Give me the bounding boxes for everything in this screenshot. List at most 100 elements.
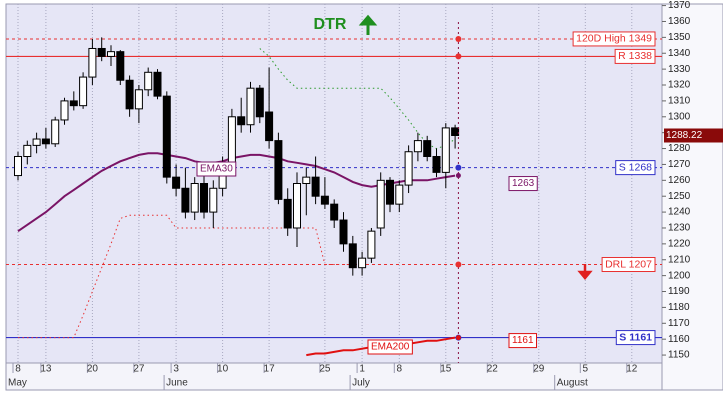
candle-body	[404, 151, 413, 186]
x-tick-label: 22	[487, 364, 499, 375]
candle-body	[125, 79, 134, 110]
x-tick-label: 5	[583, 364, 589, 375]
down-arrow	[577, 264, 593, 280]
x-tick-label: 29	[533, 364, 545, 375]
candle-body	[116, 51, 125, 81]
candle-body	[51, 119, 60, 145]
y-tick-label: 1200	[668, 270, 691, 281]
candle-body	[60, 100, 69, 121]
level-dot	[455, 53, 462, 60]
ema-value-box	[508, 333, 538, 349]
level-label-box	[572, 31, 656, 47]
candle-body	[348, 243, 357, 269]
date-axis	[5, 362, 663, 391]
month-label: July	[352, 378, 370, 389]
level-label: S 1268	[619, 161, 652, 173]
month-label: August	[557, 378, 588, 389]
x-tick-label: 8	[15, 364, 21, 375]
ema-value-label: 1263	[512, 178, 535, 189]
x-tick-label: 17	[264, 364, 276, 375]
candle-body	[423, 140, 432, 157]
y-tick-label: 1190	[668, 286, 690, 297]
candle-body	[190, 183, 199, 213]
y-tick-label: 1370	[668, 0, 691, 11]
x-tick-label: 1	[359, 364, 365, 375]
candle-body	[358, 257, 367, 269]
y-tick-label: 1300	[668, 111, 691, 122]
candle-body	[283, 198, 292, 229]
x-tick-label: 13	[40, 364, 52, 375]
ema-value-box	[508, 176, 538, 192]
y-tick-label: 1250	[668, 191, 691, 202]
y-tick-label: 1330	[668, 64, 691, 75]
y-tick-label: 1180	[668, 302, 690, 313]
y-tick-label: 1320	[668, 80, 691, 91]
candle-body	[181, 187, 190, 213]
candle-body	[107, 51, 115, 57]
candle-body	[172, 176, 181, 189]
candle-body	[255, 87, 264, 118]
ema-name-box	[196, 161, 237, 177]
level-label-box	[614, 48, 656, 64]
y-tick-label: 1280	[668, 143, 691, 154]
level-label: 120D High 1349	[576, 33, 652, 45]
y-tick-label: 1160	[668, 334, 690, 345]
y-tick-label: 1260	[668, 175, 691, 186]
level-label-box	[615, 160, 656, 176]
y-tick-label: 1230	[668, 223, 691, 234]
candle-body	[451, 127, 460, 136]
level-dot	[455, 261, 462, 268]
ema-name-label: EMA200	[371, 342, 410, 353]
price-tag-label: 1288.22	[666, 130, 703, 141]
candle-body	[162, 95, 171, 178]
level-label: R 1338	[618, 50, 652, 62]
level-label: DRL 1207	[605, 258, 652, 270]
level-dot	[455, 35, 462, 42]
candle-body	[395, 184, 404, 205]
candle-body	[367, 230, 376, 259]
y-tick-label: 1310	[668, 96, 691, 107]
candle-body	[274, 140, 283, 200]
candle-body	[32, 138, 41, 146]
candle-body	[69, 100, 78, 107]
y-tick-label: 1210	[668, 254, 691, 265]
candle-body	[14, 155, 22, 177]
candle-body	[265, 111, 274, 142]
chart-title: DTR	[314, 16, 347, 33]
x-tick-label: 3	[173, 364, 179, 375]
x-tick-label: 25	[319, 364, 331, 375]
candle-body	[227, 116, 236, 165]
x-tick-label: 27	[133, 364, 145, 375]
month-label: June	[166, 378, 188, 389]
candle-body	[153, 71, 162, 97]
candle-body	[311, 176, 320, 197]
ema-value-label: 1161	[512, 335, 534, 346]
candle-body	[79, 76, 88, 107]
ema-name-box	[367, 339, 413, 355]
candle-body	[386, 179, 394, 205]
candle-body	[97, 47, 106, 57]
level-label-box	[601, 257, 656, 273]
ema-dot	[455, 335, 461, 341]
level-label: S 1161	[619, 331, 652, 343]
candle-body	[376, 179, 385, 229]
candle-body	[209, 187, 218, 213]
candle-body	[237, 116, 246, 126]
candle-body	[320, 195, 329, 205]
candle-body	[200, 183, 208, 213]
candle-body	[41, 138, 50, 145]
price-tag	[664, 128, 723, 143]
candle-body	[88, 47, 97, 78]
ema-name-label: EMA30	[200, 164, 233, 175]
x-tick-label: 10	[217, 364, 229, 375]
candle-body	[330, 203, 339, 221]
y-tick-label: 1360	[668, 16, 691, 27]
y-tick-label: 1350	[668, 32, 691, 43]
candle-body	[134, 89, 143, 110]
candle-body	[339, 219, 348, 245]
y-tick-label: 1170	[668, 318, 690, 329]
candle-body	[432, 155, 441, 173]
ema-dot	[455, 173, 461, 179]
